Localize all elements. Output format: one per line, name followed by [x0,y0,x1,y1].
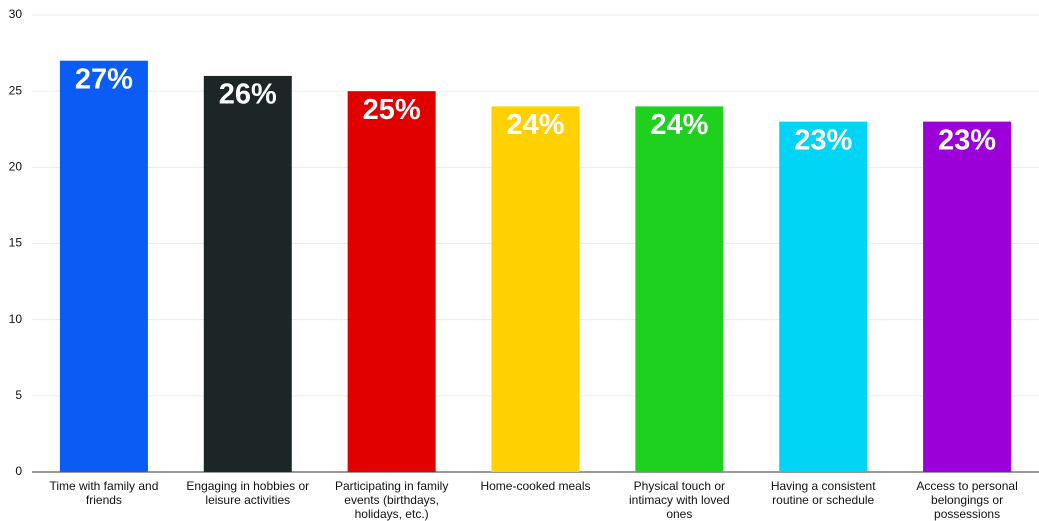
bar [491,106,580,473]
x-tick-label: Participating in family events (birthday… [334,479,449,521]
bar [779,121,868,472]
y-tick-label: 20 [9,160,23,174]
value-label: 27% [75,63,133,95]
y-tick-label: 0 [15,464,22,478]
x-tick-label: Having a consistent routine or schedule [770,479,876,507]
value-label: 24% [506,109,564,141]
value-label: 25% [363,94,421,126]
bar [59,60,148,472]
x-tick-label: Time with family and friends [49,479,159,507]
y-tick-label: 10 [9,312,23,326]
bar [923,121,1012,472]
value-label: 26% [219,79,277,111]
bar [203,75,292,472]
x-tick-label: Access to personal belongings or possess… [916,479,1018,521]
bar [635,106,724,473]
x-tick-label: Home-cooked meals [480,479,591,493]
x-tick-label: Physical touch or intimacy with loved on… [628,479,730,521]
y-tick-label: 15 [9,236,23,250]
value-label: 23% [938,124,996,156]
bar [347,91,436,473]
value-label: 23% [794,124,852,156]
y-tick-label: 30 [9,7,23,21]
value-label: 24% [650,109,708,141]
x-tick-label: Engaging in hobbies or leisure activitie… [186,479,310,507]
y-tick-label: 25 [9,83,23,97]
y-tick-label: 5 [15,388,22,402]
